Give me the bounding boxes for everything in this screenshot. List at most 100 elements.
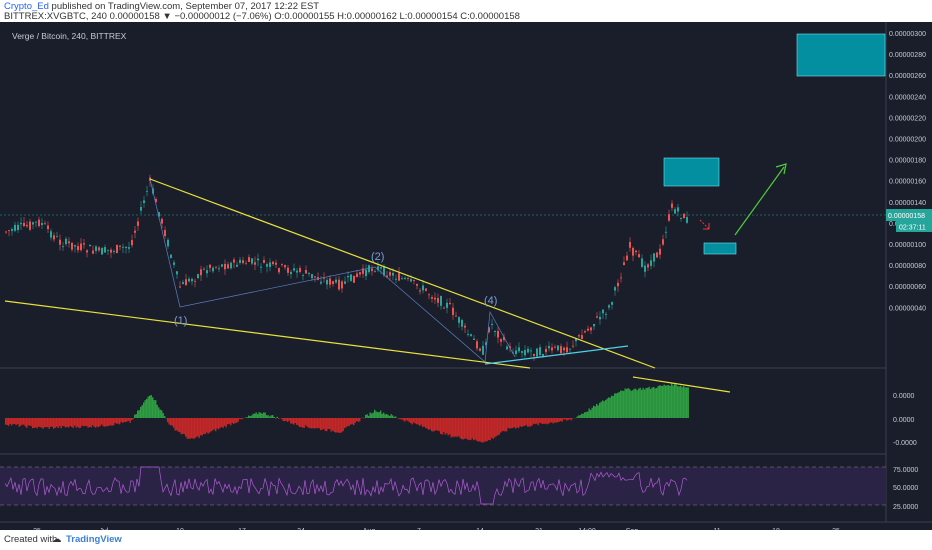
candle-body [275, 262, 277, 265]
macd-bar [551, 418, 553, 423]
macd-bar [141, 405, 143, 418]
candle-body [188, 278, 190, 282]
target-box-mid[interactable] [663, 157, 720, 187]
macd-bar [30, 418, 32, 427]
macd-bar [125, 418, 127, 423]
macd-bar [585, 411, 587, 418]
macd-bar [5, 418, 7, 425]
macd-bar [29, 418, 31, 426]
candle-body [413, 280, 415, 281]
macd-bar [369, 412, 371, 418]
candle-body [224, 263, 226, 270]
candle-body [320, 281, 322, 284]
macd-bar [552, 418, 554, 424]
macd-bar [612, 396, 614, 418]
macd-bar [290, 418, 292, 424]
candle-body [281, 264, 283, 266]
macd-bar [300, 418, 302, 427]
macd-bar [338, 418, 340, 433]
candle-body [608, 305, 610, 308]
macd-bar [609, 397, 611, 418]
candle-body [359, 272, 361, 275]
macd-bar [174, 418, 176, 431]
macd-bar [236, 418, 238, 423]
macd-bar [231, 418, 233, 423]
macd-bar [591, 407, 593, 418]
macd-bar [425, 418, 427, 428]
candle-body [185, 279, 187, 286]
macd-histogram [5, 382, 689, 443]
macd-bar [147, 396, 149, 418]
red-arrow [699, 219, 710, 230]
rsi-axis: 75.0000 50.0000 25.0000 [893, 467, 918, 511]
macd-bar [407, 418, 409, 421]
macd-bar [281, 418, 283, 420]
macd-bar [446, 418, 448, 434]
candle-body [623, 262, 625, 266]
macd-bar [558, 418, 560, 422]
rsi-band [0, 467, 886, 505]
candle-body [449, 302, 451, 305]
macd-bar [75, 418, 77, 428]
candle-body [458, 317, 460, 323]
macd-bar [261, 413, 263, 418]
macd-bar [593, 405, 595, 418]
macd-bar [95, 418, 97, 428]
macd-bar [347, 418, 349, 427]
candle-body [635, 250, 637, 253]
candle-body [71, 242, 73, 250]
macd-bar [230, 418, 232, 426]
macd-bar [527, 418, 529, 427]
candle-body [617, 282, 619, 287]
target-box-low[interactable] [703, 242, 737, 255]
tradingview-brand-link[interactable]: TradingView [66, 534, 122, 545]
macd-bar [662, 385, 664, 418]
macd-bar [302, 418, 304, 428]
macd-bar [542, 418, 544, 424]
chart-area[interactable]: Verge / Bitcoin, 240, BITTREX (1) (2) (4… [0, 22, 932, 535]
macd-bar [428, 418, 430, 430]
macd-bar [470, 418, 472, 441]
candle-body [92, 250, 94, 254]
candle-body [560, 346, 562, 354]
target-box-top[interactable] [796, 33, 886, 77]
macd-bar [486, 418, 488, 442]
macd-bar [444, 418, 446, 435]
candle-body [47, 225, 49, 230]
macd-bar [188, 418, 190, 439]
macd-bar [248, 415, 250, 418]
candle-body [299, 268, 301, 272]
macd-bar [432, 418, 434, 432]
candle-body [554, 346, 556, 348]
candle-body [296, 270, 298, 273]
macd-bar [234, 418, 236, 424]
macd-bar [588, 408, 590, 418]
macd-bar [14, 418, 16, 425]
macd-bar [24, 418, 26, 427]
macd-bar [306, 418, 308, 427]
candle-body [77, 246, 79, 251]
macd-bar [252, 413, 254, 418]
macd-bar [509, 418, 511, 429]
macd-bar [455, 418, 457, 437]
macd-bar [315, 418, 317, 428]
red-arrow-head [703, 223, 710, 230]
macd-bar [119, 418, 121, 425]
macd-bar [608, 397, 610, 418]
candle-body [521, 351, 523, 353]
macd-bar [465, 418, 467, 439]
author-link[interactable]: Crypto_Ed [4, 1, 49, 12]
countdown-label: 02:37:11 [899, 225, 926, 232]
price-chart-svg[interactable]: Verge / Bitcoin, 240, BITTREX (1) (2) (4… [0, 22, 932, 535]
macd-bar [8, 418, 10, 426]
macd-bar [269, 416, 271, 418]
candle-body [605, 314, 607, 316]
macd-bar [387, 415, 389, 418]
candle-body [668, 214, 670, 221]
candle-body [662, 239, 664, 245]
macd-bar [666, 385, 668, 418]
macd-bar [545, 418, 547, 424]
candle-body [470, 334, 472, 336]
macd-bar [620, 390, 622, 418]
macd-bar [680, 385, 682, 418]
